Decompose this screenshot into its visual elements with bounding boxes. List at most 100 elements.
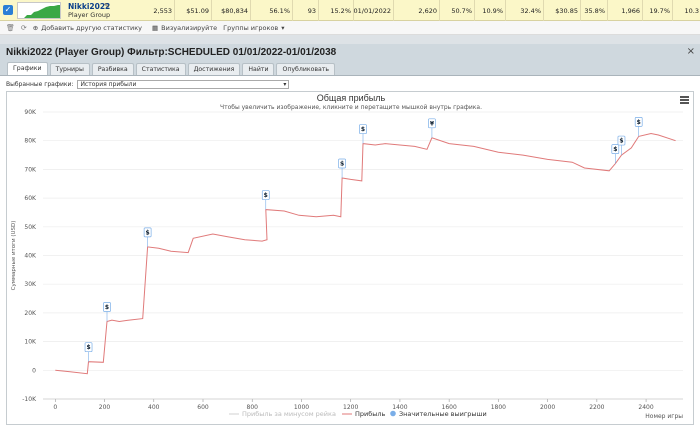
player-stats-row[interactable]: ✓ Nikki2022 ✎ Player Group 2,553 $51.09 $8…	[0, 0, 700, 21]
stat-value: 2,620	[418, 7, 437, 15]
graph-select[interactable]: История прибыли ▾	[77, 80, 290, 89]
y-tick-label: 80K	[24, 138, 37, 145]
stat-separator	[250, 0, 251, 21]
graph-selector: Выбранные графики: История прибыли ▾	[6, 80, 290, 89]
y-tick-label: 20K	[24, 310, 37, 317]
x-tick-label: 400	[148, 404, 160, 411]
y-tick-label: 50K	[24, 224, 37, 231]
player-groups-dropdown[interactable]: Группы игроков ▾	[223, 24, 284, 32]
tab-6[interactable]: Опубликовать	[276, 63, 336, 75]
stat-value: 93	[307, 7, 316, 15]
tab-3[interactable]: Статистика	[135, 63, 186, 75]
stat-separator	[505, 0, 506, 21]
big-win-label: $	[637, 119, 641, 126]
visualize-label: Визуализируйте	[161, 23, 218, 32]
sparkline-thumbnail	[17, 2, 61, 19]
stat-value: 2,553	[153, 7, 172, 15]
y-tick-label: 30K	[24, 281, 37, 288]
close-icon[interactable]: ×	[686, 46, 695, 57]
player-groups-label: Группы игроков	[223, 23, 279, 32]
x-tick-label: 1400	[392, 404, 407, 411]
big-win-flag	[338, 158, 346, 169]
chart-icon: ▦	[151, 23, 159, 32]
graph-select-value: История прибыли	[80, 81, 137, 88]
y-tick-label: 90K	[24, 109, 37, 116]
window-title: Nikki2022 (Player Group) Фильтр:SCHEDULE…	[6, 47, 337, 58]
window-titlebar: Nikki2022 (Player Group) Фильтр:SCHEDULE…	[0, 44, 700, 61]
player-name[interactable]: Nikki2022	[68, 2, 111, 11]
big-win-label: $	[340, 161, 344, 168]
stat-separator	[292, 0, 293, 21]
big-win-flag	[84, 342, 93, 353]
stat-value: $80,834	[221, 7, 248, 15]
stat-separator	[393, 0, 394, 21]
stat-value: $30.85	[555, 7, 578, 15]
stat-value: 01/01/2022	[353, 7, 391, 15]
add-stat-button[interactable]: ⊕ Добавить другую статистику	[33, 24, 142, 32]
stat-separator	[211, 0, 212, 21]
big-win-label: $	[361, 126, 365, 133]
tab-5[interactable]: Найти	[242, 63, 275, 75]
legend-profit: Прибыль	[355, 410, 386, 418]
x-tick-label: 2400	[638, 404, 653, 411]
profit-chart-panel[interactable]: Общая прибыль Чтобы увеличить изображение…	[6, 91, 694, 425]
stat-separator	[607, 0, 608, 21]
big-win-label: $	[619, 138, 623, 145]
tab-2[interactable]: Разбивка	[91, 63, 134, 75]
stat-separator	[672, 0, 673, 21]
visualize-button[interactable]: ▦ Визуализируйте	[152, 24, 217, 32]
tab-1[interactable]: Турниры	[49, 63, 90, 75]
x-tick-label: 1200	[343, 404, 358, 411]
x-tick-label: 2000	[540, 404, 555, 411]
stat-value: 19.7%	[649, 7, 670, 15]
x-tick-label: 1000	[294, 404, 309, 411]
y-tick-label: 40K	[24, 253, 37, 260]
stat-separator	[439, 0, 440, 21]
stat-separator	[353, 0, 354, 21]
add-stat-icon: ⊕	[32, 23, 39, 32]
big-win-flag	[103, 302, 111, 312]
big-win-label: $	[264, 192, 268, 199]
big-win-flag	[428, 118, 436, 129]
profit-series-line	[55, 132, 676, 375]
big-win-flag	[143, 227, 152, 238]
x-tick-label: 1600	[442, 404, 457, 411]
stat-separator	[580, 0, 581, 21]
stat-separator	[474, 0, 475, 21]
row-checkbox[interactable]: ✓	[3, 5, 13, 15]
big-win-label: $	[86, 344, 90, 351]
stat-value: 32.4%	[520, 7, 541, 15]
chart-menu-icon[interactable]	[680, 96, 689, 104]
player-notes-icon[interactable]: ✎	[104, 2, 110, 10]
y-tick-label: -10K	[22, 396, 37, 403]
big-win-label: ¥	[430, 120, 435, 127]
stat-value: 15.2%	[330, 7, 351, 15]
y-axis-label: Суммарные итоги (USD)	[11, 221, 17, 291]
graph-selector-label: Выбранные графики:	[6, 81, 74, 88]
x-tick-label: 2200	[589, 404, 604, 411]
stat-value: 35.8%	[584, 7, 605, 15]
tab-bar: Графики Турниры Разбивка Статистика Достижен…	[0, 61, 700, 76]
big-win-flag	[359, 124, 367, 134]
big-win-label: $	[613, 146, 617, 153]
big-win-label: $	[105, 304, 109, 311]
stat-value: $51.09	[186, 7, 209, 15]
chevron-down-icon: ▾	[283, 81, 287, 88]
chevron-down-icon: ▾	[281, 23, 285, 32]
refresh-icon[interactable]: ⟳	[20, 23, 27, 32]
tab-4[interactable]: Достижения	[187, 63, 241, 75]
stat-value: 1,966	[621, 7, 640, 15]
y-tick-label: 10K	[24, 339, 37, 346]
tab-0[interactable]: Графики	[7, 62, 48, 75]
x-tick-label: 1800	[491, 404, 506, 411]
y-tick-label: 60K	[24, 195, 37, 202]
add-stat-label: Добавить другую статистику	[41, 23, 142, 32]
big-win-label: $	[146, 229, 150, 236]
stat-value: 10.3	[684, 7, 699, 15]
trash-icon[interactable]: 🗑	[6, 23, 15, 32]
x-tick-label: 0	[53, 404, 57, 411]
x-tick-label: 600	[197, 404, 209, 411]
legend-bigwin-swatch	[390, 410, 396, 417]
big-win-flag	[617, 135, 626, 146]
